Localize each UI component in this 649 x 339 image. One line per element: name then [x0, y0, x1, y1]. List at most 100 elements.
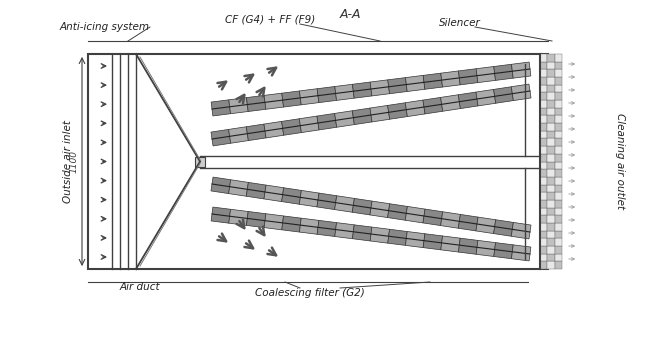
Polygon shape — [229, 98, 248, 114]
Polygon shape — [406, 232, 425, 247]
Polygon shape — [511, 222, 531, 239]
Bar — [540, 69, 547, 77]
Polygon shape — [423, 97, 443, 114]
Polygon shape — [228, 180, 249, 196]
Polygon shape — [282, 216, 301, 232]
Polygon shape — [264, 93, 284, 109]
Polygon shape — [476, 240, 496, 257]
Bar — [555, 169, 562, 177]
Polygon shape — [299, 218, 319, 234]
Polygon shape — [458, 214, 478, 231]
Bar — [555, 231, 562, 238]
Text: A-A: A-A — [339, 7, 361, 20]
Polygon shape — [211, 129, 230, 146]
Bar — [540, 207, 547, 215]
Bar — [547, 108, 555, 115]
Bar — [540, 138, 547, 146]
Bar — [547, 169, 555, 177]
Bar — [555, 54, 562, 62]
Polygon shape — [211, 177, 230, 194]
Polygon shape — [211, 100, 230, 116]
Bar — [555, 93, 562, 100]
Bar — [547, 261, 555, 269]
Text: Outside air inlet: Outside air inlet — [63, 120, 73, 203]
Bar — [555, 123, 562, 131]
Polygon shape — [388, 229, 407, 245]
Bar — [540, 93, 547, 100]
Polygon shape — [335, 223, 354, 239]
Bar — [547, 77, 555, 85]
Polygon shape — [494, 243, 513, 259]
Bar — [540, 231, 547, 238]
Polygon shape — [317, 86, 337, 103]
Bar — [195, 157, 205, 166]
Polygon shape — [494, 64, 513, 80]
Bar — [540, 123, 547, 131]
Polygon shape — [335, 111, 354, 127]
Bar — [555, 215, 562, 223]
Bar — [540, 77, 547, 85]
Bar — [540, 108, 547, 115]
Bar — [555, 207, 562, 215]
Bar — [547, 100, 555, 108]
Bar — [555, 131, 562, 138]
Text: Air duct: Air duct — [119, 282, 160, 292]
Bar — [547, 215, 555, 223]
Polygon shape — [370, 201, 389, 218]
Bar — [555, 77, 562, 85]
Bar — [555, 238, 562, 246]
Polygon shape — [352, 82, 372, 98]
Bar — [540, 115, 547, 123]
Bar — [555, 246, 562, 254]
Bar — [547, 69, 555, 77]
Bar — [547, 115, 555, 123]
Bar — [555, 161, 562, 169]
Polygon shape — [494, 87, 513, 103]
Polygon shape — [299, 191, 319, 207]
Bar — [555, 184, 562, 192]
Polygon shape — [352, 198, 372, 215]
Bar — [555, 261, 562, 269]
Bar — [540, 192, 547, 200]
Polygon shape — [299, 116, 319, 133]
Polygon shape — [317, 193, 337, 210]
Bar — [540, 254, 547, 261]
Bar — [547, 146, 555, 154]
Polygon shape — [441, 95, 460, 111]
Bar — [540, 131, 547, 138]
Bar — [540, 184, 547, 192]
Polygon shape — [264, 121, 284, 138]
Bar — [547, 154, 555, 161]
Polygon shape — [247, 212, 266, 227]
Polygon shape — [441, 236, 460, 252]
Polygon shape — [405, 206, 425, 223]
Polygon shape — [441, 71, 460, 87]
Bar — [547, 54, 555, 62]
Bar — [540, 100, 547, 108]
Polygon shape — [229, 209, 248, 225]
Bar — [540, 261, 547, 269]
Bar — [547, 223, 555, 231]
Bar — [555, 146, 562, 154]
Bar — [555, 69, 562, 77]
Bar — [540, 177, 547, 184]
Polygon shape — [246, 124, 266, 141]
Polygon shape — [246, 182, 266, 199]
Polygon shape — [476, 89, 496, 106]
Bar — [555, 108, 562, 115]
Polygon shape — [458, 92, 478, 108]
Polygon shape — [317, 220, 337, 237]
Polygon shape — [282, 188, 301, 204]
Polygon shape — [282, 119, 301, 135]
Polygon shape — [299, 89, 319, 105]
Bar — [540, 85, 547, 93]
Bar — [547, 207, 555, 215]
Text: Anti-icing system: Anti-icing system — [60, 22, 150, 32]
Polygon shape — [335, 84, 354, 100]
Polygon shape — [423, 234, 443, 250]
Polygon shape — [511, 62, 531, 78]
Polygon shape — [370, 80, 389, 96]
Text: Silencer: Silencer — [439, 18, 481, 28]
Bar — [88, 54, 548, 269]
Polygon shape — [423, 73, 443, 89]
